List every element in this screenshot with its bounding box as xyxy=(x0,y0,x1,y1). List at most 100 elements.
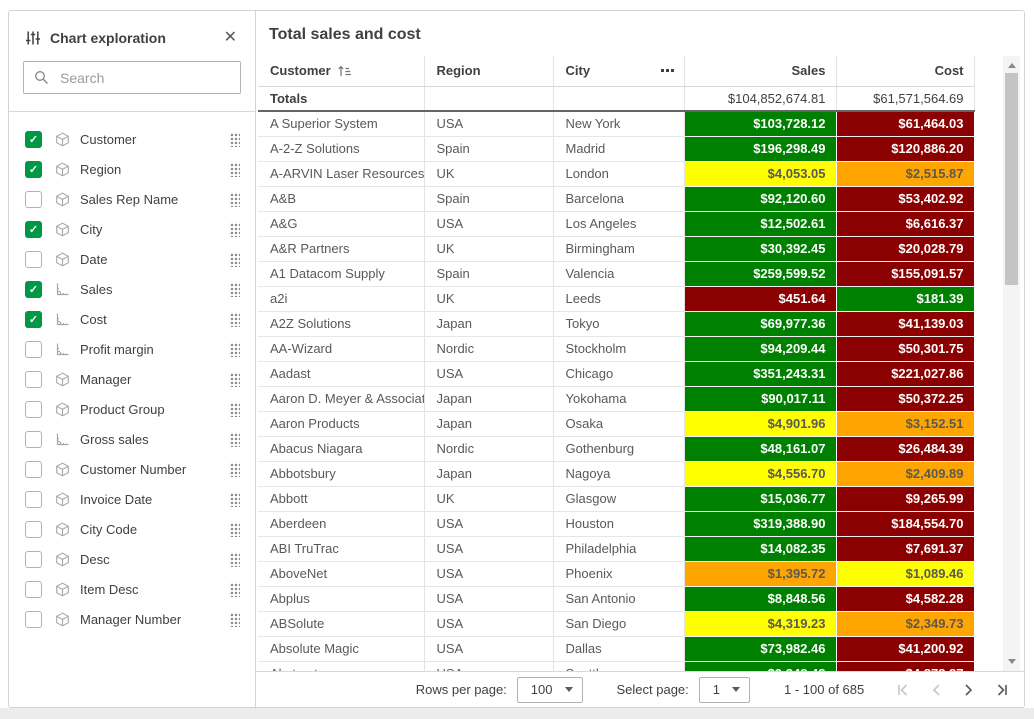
field-checkbox[interactable] xyxy=(25,610,42,628)
sales-cell[interactable]: $30,392.45 xyxy=(684,236,837,262)
sales-cell[interactable]: $69,977.36 xyxy=(684,311,837,337)
customer-cell[interactable]: Abstract xyxy=(258,661,425,671)
customer-cell[interactable]: Absolute Magic xyxy=(258,636,425,662)
city-cell[interactable]: Seattle xyxy=(553,661,685,671)
field-item-profit-margin[interactable]: Profit margin xyxy=(9,334,255,364)
field-checkbox[interactable]: ✓ xyxy=(25,130,42,148)
region-cell[interactable]: USA xyxy=(424,511,554,537)
city-cell[interactable]: San Diego xyxy=(553,611,685,637)
city-cell[interactable]: Houston xyxy=(553,511,685,537)
city-cell[interactable]: London xyxy=(553,161,685,187)
customer-cell[interactable]: Abbott xyxy=(258,486,425,512)
region-cell[interactable]: Japan xyxy=(424,461,554,487)
rows-per-page-select[interactable]: 100 xyxy=(516,676,583,703)
region-cell[interactable]: UK xyxy=(424,286,554,312)
cost-cell[interactable]: $2,515.87 xyxy=(836,161,975,187)
city-cell[interactable]: Philadelphia xyxy=(553,536,685,562)
customer-cell[interactable]: A-2-Z Solutions xyxy=(258,136,425,162)
city-cell[interactable]: Tokyo xyxy=(553,311,685,337)
region-cell[interactable]: USA xyxy=(424,561,554,587)
city-cell[interactable]: Dallas xyxy=(553,636,685,662)
customer-cell[interactable]: Abplus xyxy=(258,586,425,612)
cost-cell[interactable]: $4,878.87 xyxy=(836,661,975,671)
field-checkbox[interactable] xyxy=(25,340,42,358)
field-item-region[interactable]: ✓ Region xyxy=(9,154,255,184)
field-item-manager-number[interactable]: Manager Number xyxy=(9,604,255,634)
sales-cell[interactable]: $4,901.96 xyxy=(684,411,837,437)
sales-cell[interactable]: $196,298.49 xyxy=(684,136,837,162)
field-checkbox[interactable]: ✓ xyxy=(25,220,42,238)
region-cell[interactable]: USA xyxy=(424,536,554,562)
field-checkbox[interactable] xyxy=(25,430,42,448)
customer-cell[interactable]: ABI TruTrac xyxy=(258,536,425,562)
cost-cell[interactable]: $2,409.89 xyxy=(836,461,975,487)
sales-cell[interactable]: $259,599.52 xyxy=(684,261,837,287)
column-menu-icon[interactable] xyxy=(660,69,674,73)
cost-cell[interactable]: $41,139.03 xyxy=(836,311,975,337)
drag-handle-icon[interactable] xyxy=(229,131,240,147)
region-cell[interactable]: Japan xyxy=(424,386,554,412)
region-cell[interactable]: UK xyxy=(424,161,554,187)
region-cell[interactable]: UK xyxy=(424,236,554,262)
drag-handle-icon[interactable] xyxy=(229,521,240,537)
customer-cell[interactable]: AboveNet xyxy=(258,561,425,587)
cost-cell[interactable]: $6,616.37 xyxy=(836,211,975,237)
field-checkbox[interactable] xyxy=(25,460,42,478)
drag-handle-icon[interactable] xyxy=(229,161,240,177)
sales-cell[interactable]: $4,319.23 xyxy=(684,611,837,637)
region-cell[interactable]: USA xyxy=(424,661,554,671)
drag-handle-icon[interactable] xyxy=(229,581,240,597)
field-item-invoice-date[interactable]: Invoice Date xyxy=(9,484,255,514)
city-cell[interactable]: Valencia xyxy=(553,261,685,287)
city-cell[interactable]: Leeds xyxy=(553,286,685,312)
customer-cell[interactable]: AA-Wizard xyxy=(258,336,425,362)
last-page-button[interactable] xyxy=(996,683,1008,696)
customer-cell[interactable]: A&G xyxy=(258,211,425,237)
sales-cell[interactable]: $48,161.07 xyxy=(684,436,837,462)
region-cell[interactable]: Nordic xyxy=(424,336,554,362)
customer-cell[interactable]: Abacus Niagara xyxy=(258,436,425,462)
drag-handle-icon[interactable] xyxy=(229,281,240,297)
sales-cell[interactable]: $12,502.61 xyxy=(684,211,837,237)
field-item-product-group[interactable]: Product Group xyxy=(9,394,255,424)
field-checkbox[interactable] xyxy=(25,250,42,268)
scroll-down-icon[interactable] xyxy=(1003,654,1020,669)
previous-page-button[interactable] xyxy=(932,683,941,696)
sales-cell[interactable]: $73,982.46 xyxy=(684,636,837,662)
column-header-region[interactable]: Region xyxy=(424,56,554,87)
region-cell[interactable]: Japan xyxy=(424,411,554,437)
cost-cell[interactable]: $2,349.73 xyxy=(836,611,975,637)
city-cell[interactable]: Osaka xyxy=(553,411,685,437)
next-page-button[interactable] xyxy=(964,683,973,696)
cost-cell[interactable]: $9,265.99 xyxy=(836,486,975,512)
close-icon[interactable]: ✕ xyxy=(223,29,237,46)
field-item-sales[interactable]: ✓ Sales xyxy=(9,274,255,304)
field-item-date[interactable]: Date xyxy=(9,244,255,274)
sales-cell[interactable]: $1,395.72 xyxy=(684,561,837,587)
field-checkbox[interactable] xyxy=(25,580,42,598)
field-item-item-desc[interactable]: Item Desc xyxy=(9,574,255,604)
region-cell[interactable]: USA xyxy=(424,361,554,387)
customer-cell[interactable]: ABSolute xyxy=(258,611,425,637)
first-page-button[interactable] xyxy=(897,683,909,696)
drag-handle-icon[interactable] xyxy=(229,311,240,327)
field-item-city-code[interactable]: City Code xyxy=(9,514,255,544)
sales-cell[interactable]: $319,388.90 xyxy=(684,511,837,537)
drag-handle-icon[interactable] xyxy=(229,461,240,477)
customer-cell[interactable]: A2Z Solutions xyxy=(258,311,425,337)
city-cell[interactable]: Nagoya xyxy=(553,461,685,487)
customer-cell[interactable]: A1 Datacom Supply xyxy=(258,261,425,287)
customer-cell[interactable]: A Superior System xyxy=(258,111,425,137)
city-cell[interactable]: Yokohama xyxy=(553,386,685,412)
customer-cell[interactable]: Aadast xyxy=(258,361,425,387)
drag-handle-icon[interactable] xyxy=(229,341,240,357)
city-cell[interactable]: San Antonio xyxy=(553,586,685,612)
customer-cell[interactable]: Abbotsbury xyxy=(258,461,425,487)
field-item-customer-number[interactable]: Customer Number xyxy=(9,454,255,484)
city-cell[interactable]: Madrid xyxy=(553,136,685,162)
field-checkbox[interactable]: ✓ xyxy=(25,310,42,328)
cost-cell[interactable]: $50,301.75 xyxy=(836,336,975,362)
customer-cell[interactable]: a2i xyxy=(258,286,425,312)
region-cell[interactable]: USA xyxy=(424,586,554,612)
cost-cell[interactable]: $7,691.37 xyxy=(836,536,975,562)
